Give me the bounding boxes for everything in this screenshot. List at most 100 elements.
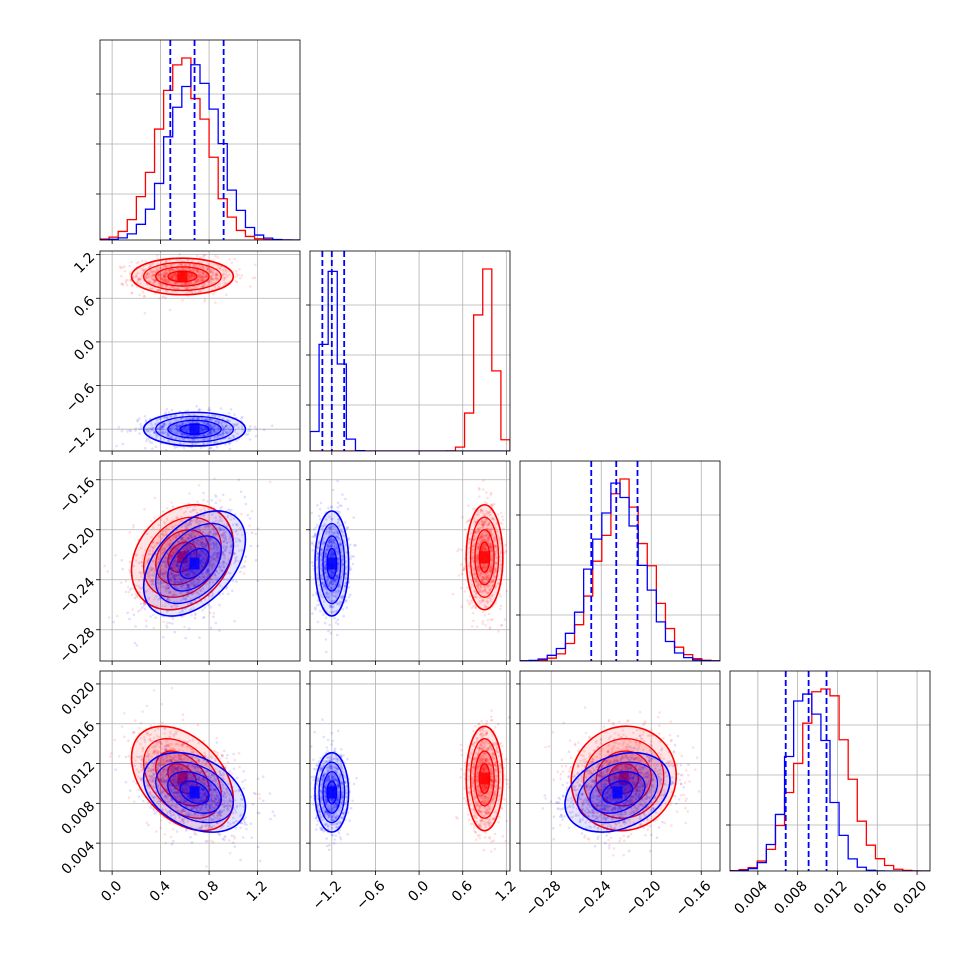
scatter-point	[201, 587, 204, 590]
scatter-point	[490, 546, 494, 550]
scatter-point	[180, 531, 184, 534]
scatter-point	[487, 521, 491, 525]
scatter-point	[227, 427, 231, 431]
scatter-point	[192, 541, 196, 544]
scatter-point	[150, 287, 153, 291]
scatter-point	[143, 602, 147, 606]
scatter-point	[227, 412, 231, 415]
scatter-point	[222, 428, 226, 432]
scatter-point	[183, 587, 187, 590]
scatter-point	[215, 548, 219, 552]
scatter-point	[233, 257, 236, 261]
scatter-point	[476, 584, 480, 588]
scatter-point	[218, 433, 221, 436]
scatter-point	[174, 568, 178, 571]
scatter-point	[154, 544, 157, 547]
scatter-point	[170, 572, 174, 575]
scatter-point	[164, 604, 167, 608]
scatter-point	[220, 563, 224, 566]
scatter-point	[230, 528, 234, 532]
scatter-point	[321, 582, 325, 586]
scatter-point	[231, 434, 235, 438]
scatter-point	[213, 415, 217, 418]
scatter-point	[187, 627, 191, 630]
scatter-point	[480, 575, 484, 579]
scatter-point	[332, 605, 335, 608]
scatter-point	[206, 267, 210, 270]
scatter-point	[165, 584, 168, 588]
scatter-point	[194, 600, 197, 604]
scatter-point	[484, 534, 487, 537]
scatter-point	[493, 545, 497, 548]
scatter-point	[158, 282, 162, 285]
scatter-point	[323, 568, 327, 571]
scatter-point	[470, 557, 474, 560]
scatter-point	[166, 278, 170, 282]
scatter-point	[172, 545, 176, 548]
scatter-point	[484, 573, 487, 576]
scatter-point	[142, 269, 146, 272]
scatter-point	[202, 514, 206, 518]
scatter-point	[164, 269, 168, 272]
scatter-point	[165, 415, 168, 419]
scatter-point	[481, 523, 485, 526]
scatter-point	[217, 426, 220, 430]
scatter-point	[152, 278, 155, 282]
scatter-point	[199, 550, 203, 554]
scatter-point	[216, 434, 219, 437]
scatter-point	[180, 554, 183, 558]
scatter-point	[164, 589, 168, 593]
scatter-point	[485, 565, 488, 569]
scatter-point	[161, 547, 165, 550]
scatter-point	[201, 434, 205, 437]
scatter-point	[475, 595, 479, 599]
scatter-point	[189, 601, 192, 605]
scatter-point	[323, 566, 327, 570]
scatter-point	[168, 591, 171, 594]
scatter-point	[157, 282, 160, 285]
scatter-point	[187, 263, 191, 267]
scatter-point	[191, 434, 194, 438]
scatter-point	[221, 424, 225, 427]
scatter-point	[197, 407, 201, 411]
scatter-point	[464, 528, 467, 531]
scatter-point	[213, 426, 217, 429]
scatter-point	[483, 576, 487, 580]
scatter-point	[210, 547, 213, 550]
scatter-point	[209, 417, 213, 421]
scatter-point	[179, 507, 183, 511]
scatter-point	[201, 541, 204, 544]
scatter-point	[180, 599, 183, 602]
scatter-point	[194, 572, 198, 576]
scatter-point	[476, 566, 480, 570]
scatter-point	[209, 424, 212, 428]
scatter-point	[176, 287, 179, 291]
scatter-point	[194, 281, 197, 284]
scatter-point	[191, 547, 194, 551]
scatter-point	[481, 536, 485, 539]
scatter-point	[161, 425, 164, 428]
scatter-point	[164, 565, 168, 568]
scatter-point	[136, 278, 140, 282]
scatter-point	[224, 537, 227, 540]
scatter-point	[201, 571, 204, 575]
scatter-point	[174, 516, 178, 519]
scatter-point	[475, 545, 479, 548]
scatter-point	[201, 429, 204, 433]
scatter-point	[484, 589, 487, 592]
scatter-point	[470, 554, 474, 557]
scatter-point	[206, 542, 209, 545]
scatter-point	[500, 623, 504, 627]
scatter-point	[339, 544, 343, 548]
scatter-point	[178, 533, 181, 536]
scatter-point	[169, 554, 172, 558]
scatter-point	[199, 554, 202, 558]
scatter-point	[209, 278, 212, 282]
scatter-point	[162, 560, 166, 564]
scatter-point	[167, 574, 171, 577]
scatter-point	[483, 519, 487, 522]
scatter-point	[186, 574, 190, 577]
scatter-point	[183, 428, 187, 432]
scatter-point	[157, 276, 160, 280]
scatter-point	[167, 586, 170, 589]
